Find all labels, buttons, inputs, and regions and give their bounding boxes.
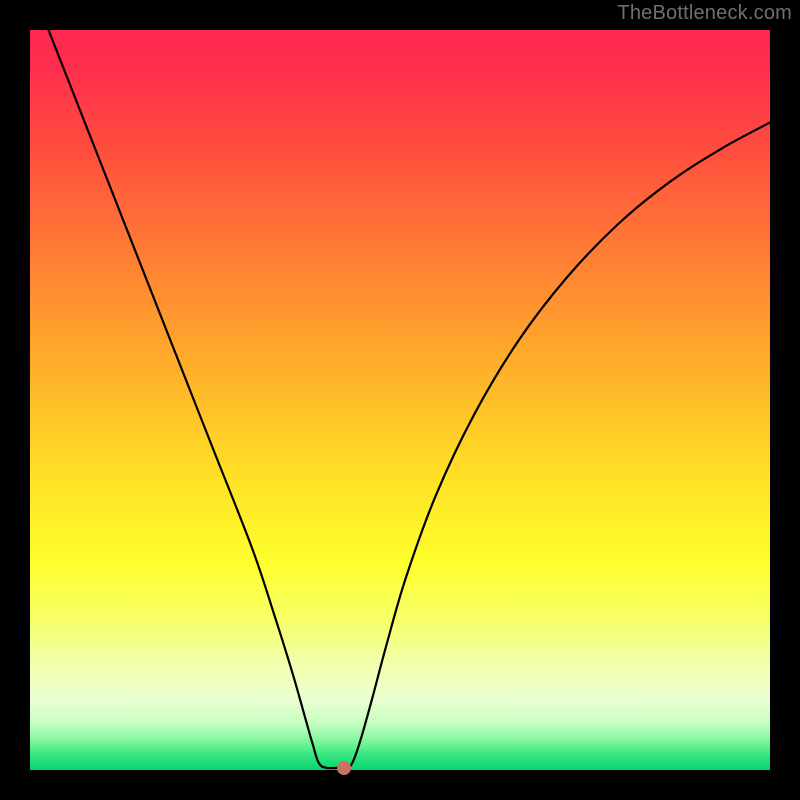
bottleneck-curve xyxy=(30,30,770,770)
plot-area xyxy=(30,30,770,770)
current-point-marker xyxy=(337,761,351,775)
curve-path xyxy=(49,30,771,768)
chart-container: TheBottleneck.com xyxy=(0,0,800,800)
watermark-text: TheBottleneck.com xyxy=(617,2,792,25)
